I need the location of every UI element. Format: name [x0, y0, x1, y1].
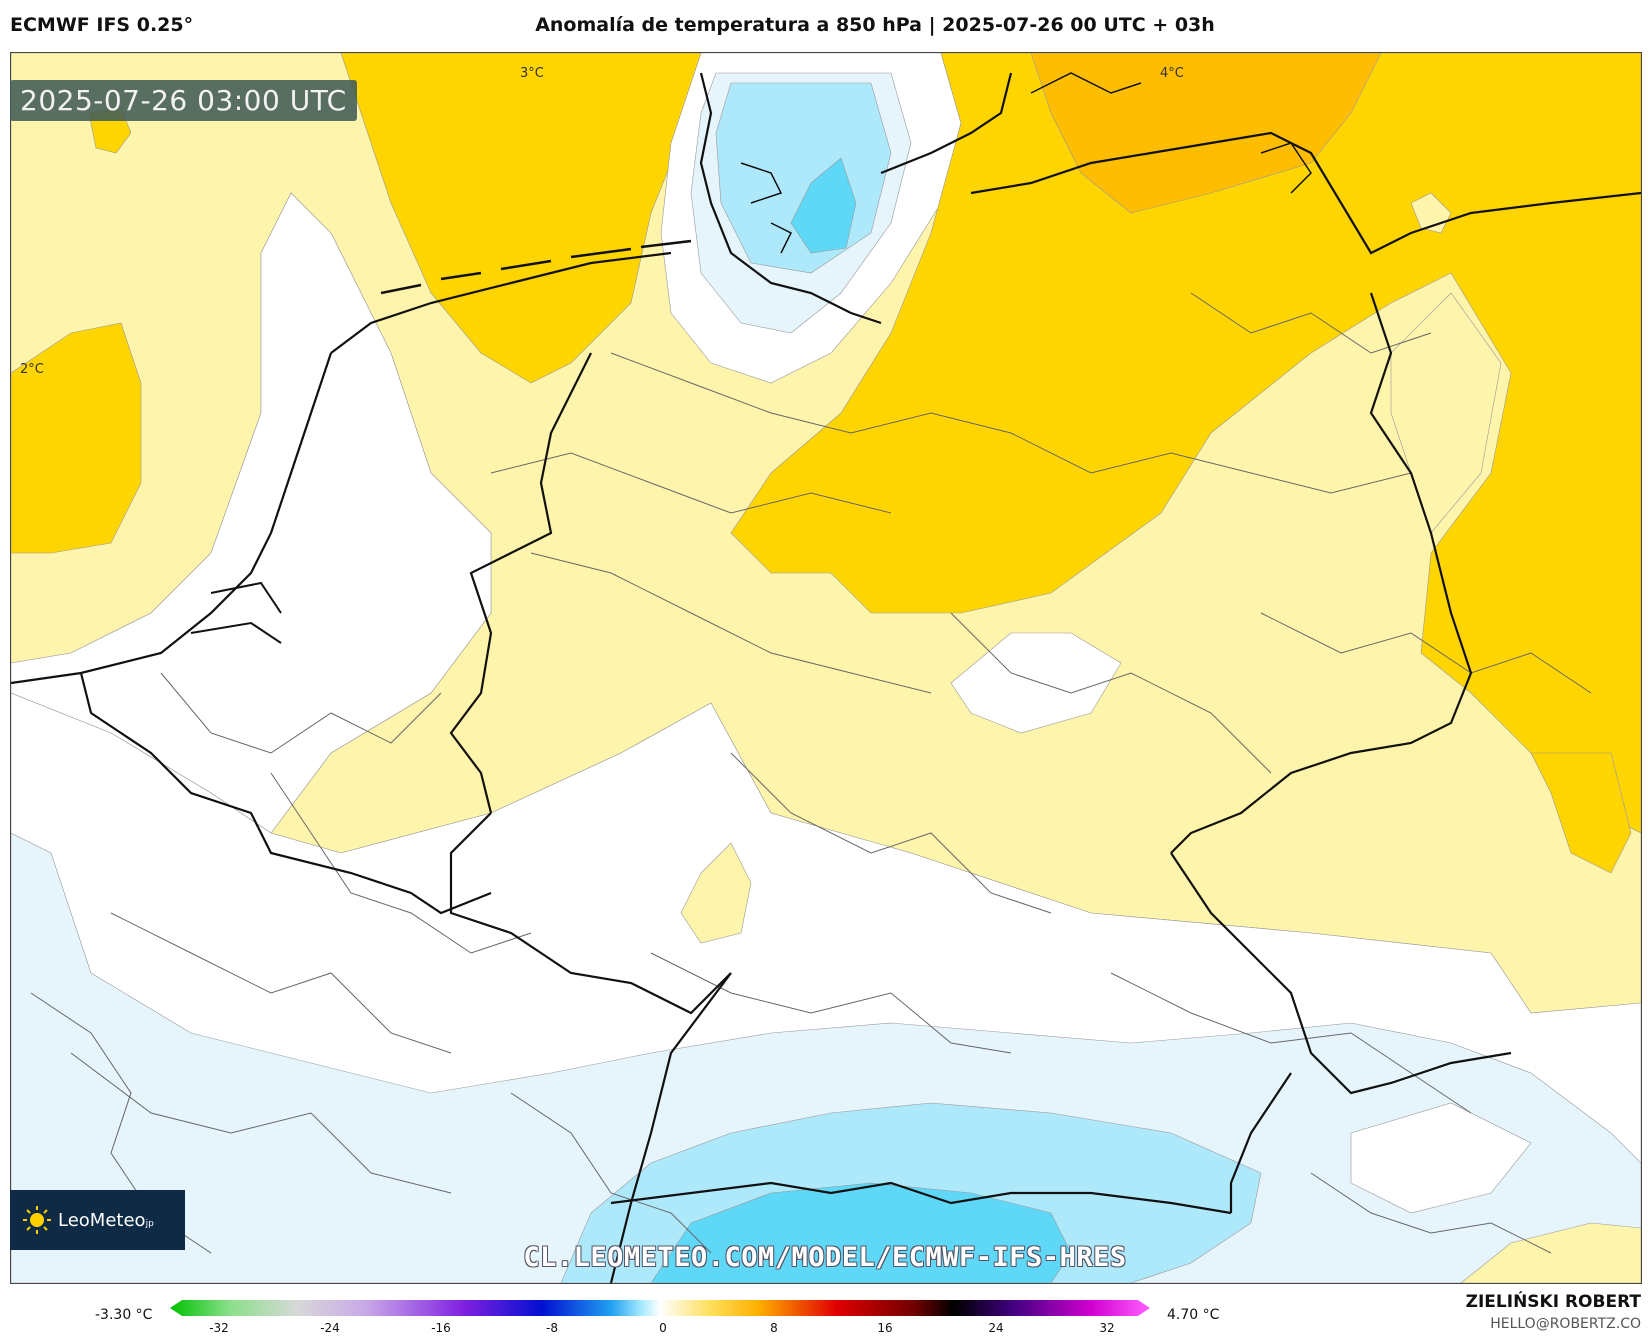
- temperature-anomaly-map[interactable]: [10, 52, 1642, 1284]
- colorbar-tick: 8: [770, 1321, 778, 1335]
- leometeo-logo[interactable]: LeoMeteojp: [10, 1190, 185, 1250]
- colorbar-min-label: -3.30 °C: [95, 1307, 153, 1323]
- colorbar-tick: 24: [988, 1321, 1004, 1335]
- anomaly-zone-cyan-south: [650, 1182, 1072, 1283]
- contour-label-3c: 3°C: [520, 66, 544, 81]
- model-title: ECMWF IFS 0.25°: [10, 14, 194, 36]
- contour-label-4c: 4°C: [1160, 66, 1184, 81]
- author-email[interactable]: HELLO@ROBERTZ.CO: [1490, 1316, 1641, 1332]
- contour-label-2c: 2°C: [20, 362, 44, 377]
- model-url[interactable]: CL.LEOMETEO.COM/MODEL/ECMWF-IFS-HRES: [523, 1242, 1127, 1273]
- colorbar-tick: -16: [431, 1321, 451, 1335]
- chart-title: Anomalía de temperatura a 850 hPa | 2025…: [535, 14, 1215, 36]
- colorbar-tick: -24: [320, 1321, 340, 1335]
- colorbar-tick: 16: [877, 1321, 893, 1335]
- colorbar-max-label: 4.70 °C: [1167, 1307, 1220, 1323]
- anomaly-zone-yellow-east: [730, 53, 1641, 834]
- map-canvas: [11, 53, 1641, 1283]
- colorbar-tick: -8: [546, 1321, 558, 1335]
- colorbar-tick: 32: [1099, 1321, 1115, 1335]
- sun-icon: [22, 1205, 52, 1235]
- national-borders: [11, 72, 1641, 1283]
- colorbar-tick: -32: [209, 1321, 229, 1335]
- admin-borders: [30, 292, 1592, 1254]
- author-name: ZIELIŃSKI ROBERT: [1465, 1292, 1641, 1312]
- colorbar: [170, 1300, 1150, 1316]
- anomaly-zone-orange: [1030, 53, 1382, 214]
- colorbar-tick: 0: [659, 1321, 667, 1335]
- valid-time-label: 2025-07-26 03:00 UTC: [10, 80, 357, 121]
- logo-text: LeoMeteojp: [58, 1209, 154, 1231]
- anomaly-zone-yellow-west: [11, 322, 142, 554]
